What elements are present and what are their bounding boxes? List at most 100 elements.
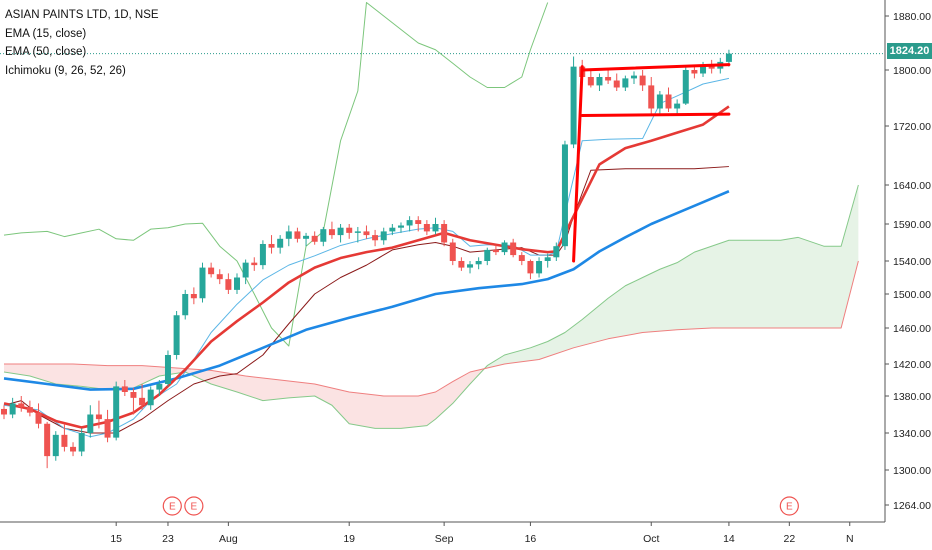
candle-down[interactable] (311, 231, 318, 245)
candle-down[interactable] (510, 238, 517, 258)
candle-up[interactable] (242, 259, 249, 285)
x-tick-label: 14 (723, 533, 735, 545)
candle-up[interactable] (406, 216, 413, 232)
candle-up[interactable] (285, 225, 292, 247)
legend-ema50[interactable]: EMA (50, close) (5, 46, 87, 58)
candle-up[interactable] (303, 232, 310, 247)
candle-up[interactable] (475, 257, 482, 270)
candle-up[interactable] (682, 66, 689, 105)
candle-up[interactable] (354, 226, 361, 243)
candle-down[interactable] (492, 244, 499, 256)
candle-down[interactable] (1, 405, 7, 420)
earnings-marker[interactable]: E (779, 496, 799, 516)
candle-down[interactable] (61, 423, 68, 452)
candle-down[interactable] (268, 235, 275, 254)
candle-down[interactable] (70, 442, 77, 457)
candle-up[interactable] (484, 247, 491, 266)
candle-up[interactable] (164, 350, 171, 387)
candle-down[interactable] (415, 216, 422, 232)
earnings-marker[interactable]: E (184, 496, 204, 516)
candle-body (587, 77, 594, 86)
candle-down[interactable] (449, 238, 456, 266)
candle-down[interactable] (95, 400, 102, 429)
candle-down[interactable] (587, 70, 594, 88)
candle-body (216, 274, 223, 280)
candle-up[interactable] (389, 224, 396, 236)
candle-down[interactable] (190, 287, 197, 305)
y-tick-label: 1590.00 (893, 219, 931, 231)
candle-up[interactable] (561, 140, 568, 250)
candle-up[interactable] (596, 73, 603, 92)
candle-body (700, 64, 707, 74)
candle-body (501, 242, 508, 253)
candle-up[interactable] (199, 262, 206, 303)
candle-down[interactable] (639, 70, 646, 91)
candle-down[interactable] (665, 87, 672, 113)
candle-up[interactable] (156, 380, 163, 396)
candle-down[interactable] (518, 252, 525, 266)
candle-down[interactable] (251, 257, 258, 271)
candle-up[interactable] (52, 431, 59, 461)
candle-up[interactable] (501, 240, 508, 256)
candle-up[interactable] (656, 91, 663, 116)
candle-body (475, 261, 482, 265)
candle-up[interactable] (397, 222, 404, 233)
candle-up[interactable] (234, 273, 241, 294)
candle-up[interactable] (380, 227, 387, 245)
candle-down[interactable] (44, 421, 51, 469)
legend-symbol-title[interactable]: ASIAN PAINTS LTD, 1D, NSE (5, 9, 159, 21)
candle-up[interactable] (147, 386, 154, 410)
candle-down[interactable] (208, 262, 215, 278)
candle-down[interactable] (35, 403, 42, 429)
lagging-span-line (3, 2, 549, 347)
candle-up[interactable] (622, 75, 629, 91)
candle-down[interactable] (139, 384, 146, 410)
candle-up[interactable] (337, 224, 344, 243)
candle-down[interactable] (26, 400, 33, 417)
candle-down[interactable] (216, 269, 223, 285)
candle-up[interactable] (182, 289, 189, 320)
candle-down[interactable] (130, 388, 137, 415)
candle-up[interactable] (544, 253, 551, 268)
candle-down[interactable] (458, 257, 465, 271)
candle-up[interactable] (536, 257, 543, 278)
y-tick-label: 1340.00 (893, 428, 931, 440)
candle-up[interactable] (113, 381, 120, 441)
candle-up[interactable] (467, 261, 474, 274)
candle-up[interactable] (259, 240, 266, 270)
candle-up[interactable] (570, 56, 577, 149)
candle-down[interactable] (648, 77, 655, 116)
candle-down[interactable] (121, 380, 128, 396)
candle-down[interactable] (104, 409, 111, 443)
candle-down[interactable] (225, 273, 232, 294)
candle-up[interactable] (553, 242, 560, 262)
candle-down[interactable] (441, 220, 448, 247)
candle-down[interactable] (613, 73, 620, 92)
legend-ema15[interactable]: EMA (15, close) (5, 27, 87, 40)
candle-down[interactable] (346, 224, 353, 239)
candle-up[interactable] (674, 99, 681, 116)
candle-up[interactable] (630, 71, 637, 84)
candle-up[interactable] (320, 226, 327, 247)
candle-down[interactable] (18, 396, 25, 412)
candle-down[interactable] (294, 227, 301, 243)
candle-down[interactable] (605, 70, 612, 84)
candle-up[interactable] (87, 405, 94, 438)
candle-up[interactable] (78, 428, 85, 457)
candle-up[interactable] (277, 235, 284, 254)
legend-ichimoku[interactable]: Ichimoku (9, 26, 52, 26) (5, 64, 126, 77)
candle-down[interactable] (527, 259, 534, 280)
candle-body (199, 267, 206, 299)
candle-down[interactable] (372, 229, 379, 247)
candle-down[interactable] (363, 225, 370, 239)
y-tick-label: 1500.00 (893, 289, 931, 301)
candle-body (570, 66, 577, 145)
candle-up[interactable] (9, 397, 16, 419)
candle-down[interactable] (328, 221, 335, 239)
candle-up[interactable] (432, 217, 439, 235)
candle-down[interactable] (423, 220, 430, 236)
candle-up[interactable] (173, 311, 180, 360)
earnings-marker[interactable]: E (162, 496, 182, 516)
